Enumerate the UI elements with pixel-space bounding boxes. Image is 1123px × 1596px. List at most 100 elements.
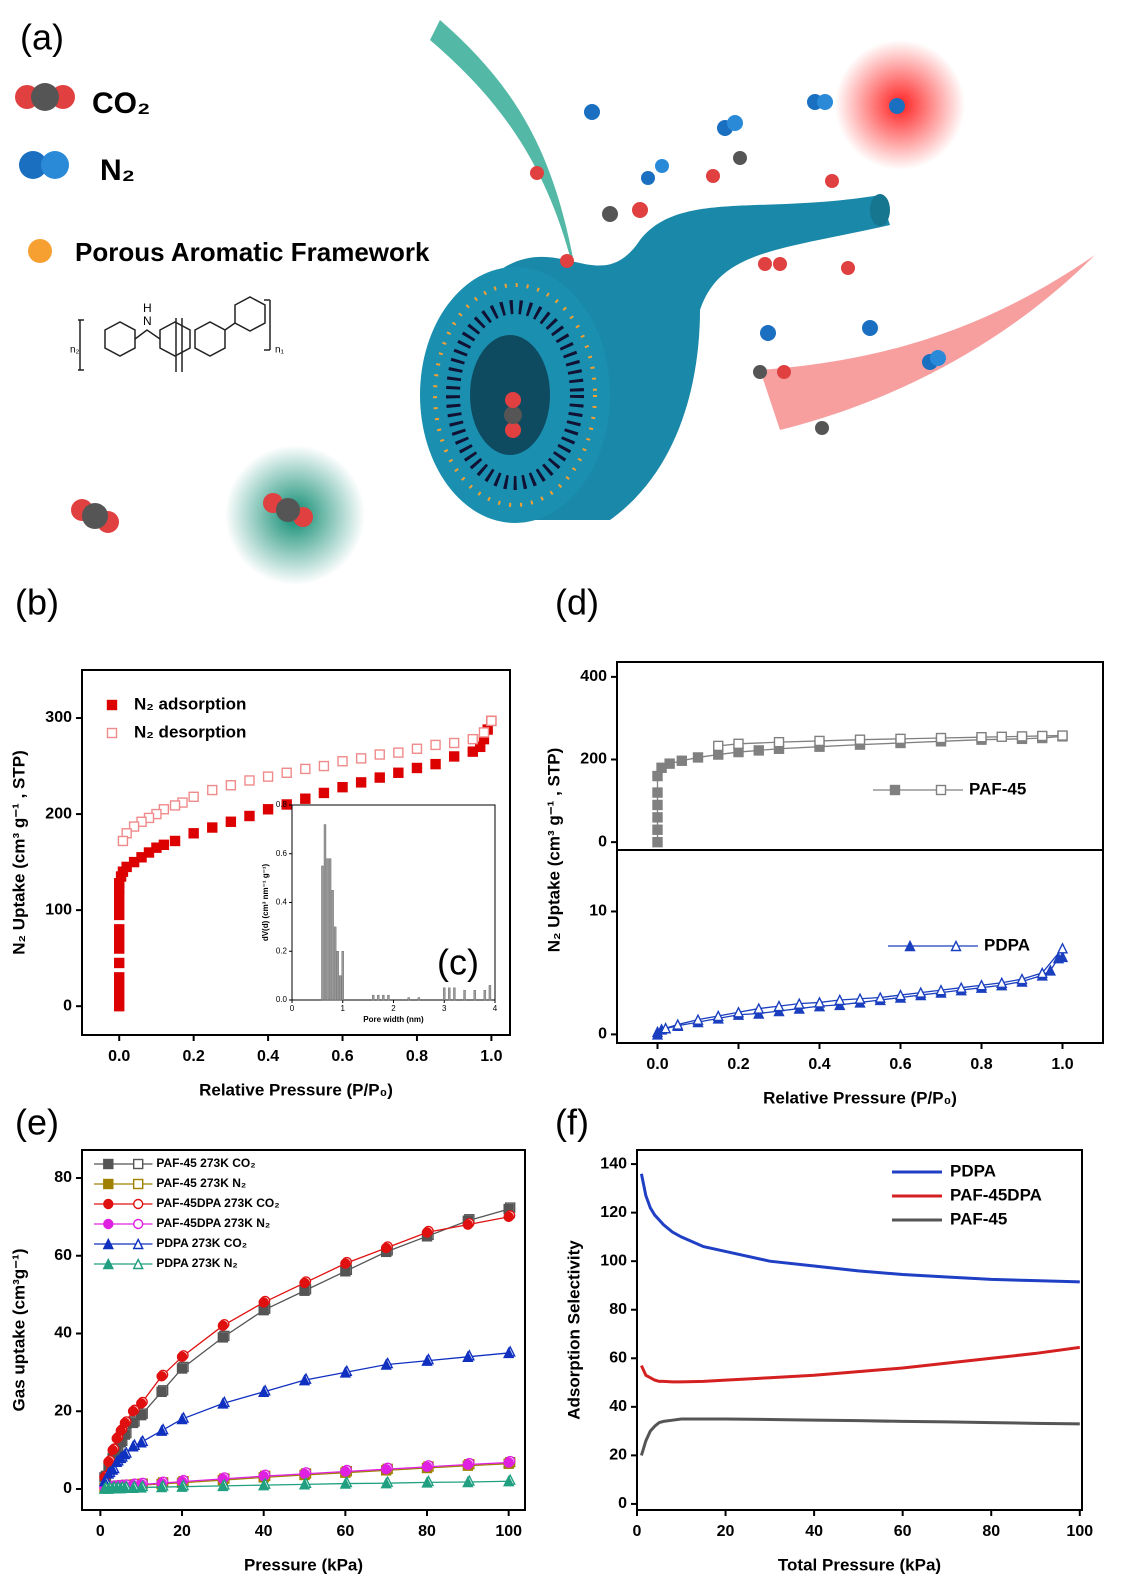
marker — [421, 1476, 433, 1488]
marker — [676, 755, 687, 766]
marker — [448, 737, 460, 749]
bar — [463, 990, 466, 1001]
legend-marker — [132, 1257, 144, 1270]
structure — [78, 296, 271, 372]
marker — [127, 1481, 139, 1494]
y-tick-label: 0 — [63, 1480, 72, 1497]
marker — [115, 1425, 126, 1436]
marker-open — [712, 1009, 724, 1022]
bar — [488, 985, 492, 1001]
x-tick-label: 100 — [1066, 1523, 1093, 1540]
marker — [111, 1433, 122, 1444]
marker — [652, 836, 663, 848]
marker — [128, 821, 140, 832]
bar — [323, 824, 327, 1001]
icon-c — [31, 83, 59, 111]
structure-label: n₂ — [70, 345, 80, 356]
marker-open — [773, 736, 785, 748]
bar — [407, 997, 410, 1001]
x-tick-label: 60 — [894, 1523, 912, 1540]
marker-open — [1016, 973, 1028, 985]
y-tick-label: 400 — [580, 668, 607, 685]
legend-label: PAF-45 273K N₂ — [156, 1176, 246, 1190]
marker — [380, 1463, 392, 1475]
x-tick-label: 0.2 — [183, 1048, 205, 1065]
y-tick-label: 120 — [600, 1204, 627, 1221]
panel-label: (a) — [20, 17, 64, 58]
legend-label: PAF-45DPA — [950, 1185, 1042, 1204]
panel-label: (f) — [555, 1102, 589, 1143]
marker — [262, 804, 274, 815]
marker-open — [1036, 966, 1048, 979]
marker — [318, 787, 330, 799]
x-axis-label: Relative Pressure (P/P₀) — [763, 1088, 957, 1107]
marker-open — [659, 1022, 672, 1034]
marker — [217, 1320, 229, 1331]
marker — [421, 1227, 433, 1238]
x-tick-label: 3 — [442, 1004, 447, 1013]
y-tick-label: 200 — [580, 751, 607, 768]
y-tick-label: 0.0 — [276, 995, 288, 1004]
y-tick-label: 60 — [609, 1349, 627, 1366]
icon-paf — [28, 239, 52, 263]
marker — [119, 1447, 131, 1460]
y-tick-label: 80 — [609, 1301, 627, 1318]
marker — [411, 743, 423, 754]
marker-open — [834, 993, 846, 1006]
marker — [692, 752, 704, 763]
marker — [217, 1397, 229, 1409]
marker — [258, 1297, 269, 1308]
marker-open — [773, 1000, 785, 1012]
panel-label: (c) — [437, 942, 479, 983]
y-tick-label: 0.2 — [276, 946, 288, 955]
x-tick-label: 40 — [805, 1523, 823, 1540]
y-axis-label: dV(d) (cm³ nm⁻¹ g⁻¹) — [261, 864, 270, 942]
marker — [114, 972, 125, 983]
tube-end — [870, 194, 890, 226]
legend-marker — [102, 1237, 114, 1250]
y-axis-label: Gas uptake (cm³g⁻¹) — [9, 1249, 28, 1412]
marker — [411, 762, 423, 774]
bar — [341, 951, 344, 1001]
y-axis-label: Adsorption Selectivity — [564, 1240, 583, 1420]
swoosh — [430, 20, 580, 300]
marker — [478, 727, 490, 738]
x-tick-label: 0.6 — [331, 1048, 353, 1065]
marker — [300, 763, 311, 775]
legend-label: PAF-45 273K CO₂ — [156, 1156, 255, 1170]
marker-open — [713, 740, 724, 752]
legend-marker — [103, 1178, 114, 1190]
legend-marker — [132, 1198, 144, 1210]
bar — [453, 987, 456, 1001]
y-axis-label: N₂ Uptake (cm³ g⁻¹ , STP) — [9, 750, 28, 955]
marker — [136, 1409, 147, 1421]
y-tick-label: 20 — [609, 1447, 627, 1464]
legend-label: PDPA — [950, 1161, 996, 1180]
legend-marker — [132, 1218, 144, 1230]
marker — [176, 1363, 188, 1374]
y-tick-label: 200 — [45, 805, 72, 822]
marker — [114, 1000, 125, 1012]
bar — [443, 987, 446, 1001]
x-tick-label: 0 — [290, 1004, 295, 1013]
y-tick-label: 40 — [54, 1325, 72, 1342]
x-tick-label: 100 — [495, 1523, 522, 1540]
marker — [258, 1385, 270, 1398]
marker-open — [915, 986, 927, 998]
x-tick-label: 80 — [982, 1523, 1000, 1540]
marker — [225, 816, 237, 827]
legend-marker — [132, 1158, 144, 1170]
marker-open — [894, 988, 907, 1001]
y-tick-label: 20 — [54, 1402, 72, 1419]
swoosh — [760, 255, 1095, 430]
marker — [217, 1332, 229, 1343]
y-tick-label: 300 — [45, 709, 72, 726]
marker — [298, 1374, 311, 1386]
marker — [207, 784, 218, 796]
legend-label: N₂ adsorption — [134, 694, 246, 713]
marker — [503, 1457, 514, 1468]
bar — [336, 951, 339, 1001]
marker — [380, 1477, 392, 1489]
legend-marker — [103, 1218, 114, 1230]
marker-open — [1056, 942, 1069, 954]
